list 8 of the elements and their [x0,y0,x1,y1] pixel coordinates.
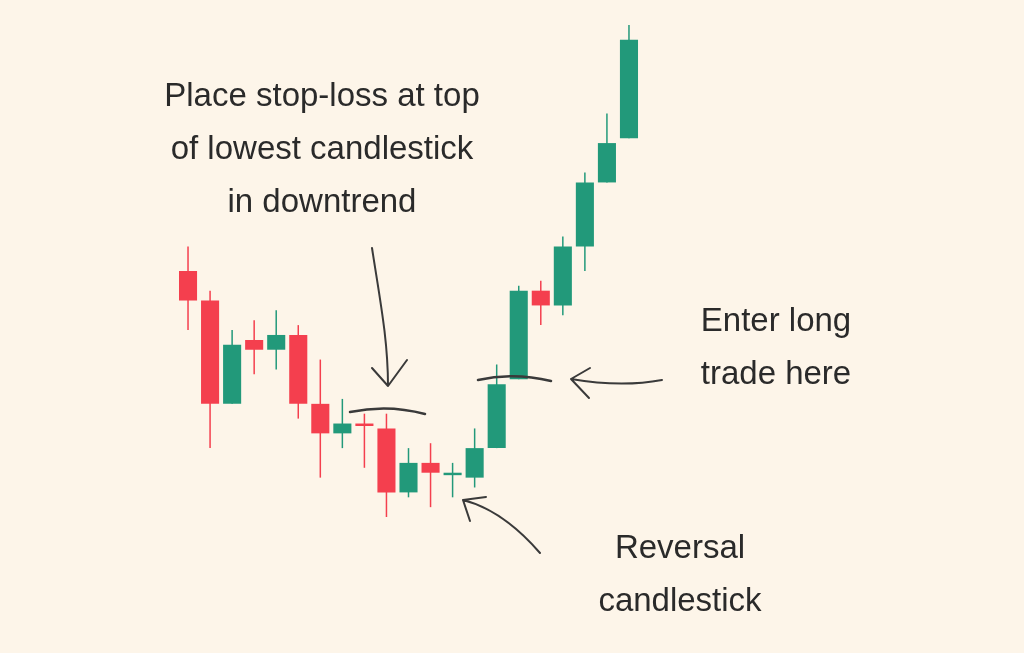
text: Enter long trade here [700,300,852,393]
candlestick [333,398,352,449]
candlestick [245,319,264,376]
candlestick [267,309,286,371]
text: Reversal candlestick [598,527,762,620]
candlestick [531,280,550,326]
annotation: Place stop-loss at top of lowest candlestick in downtrend [164,75,480,221]
candlestick [421,442,440,508]
